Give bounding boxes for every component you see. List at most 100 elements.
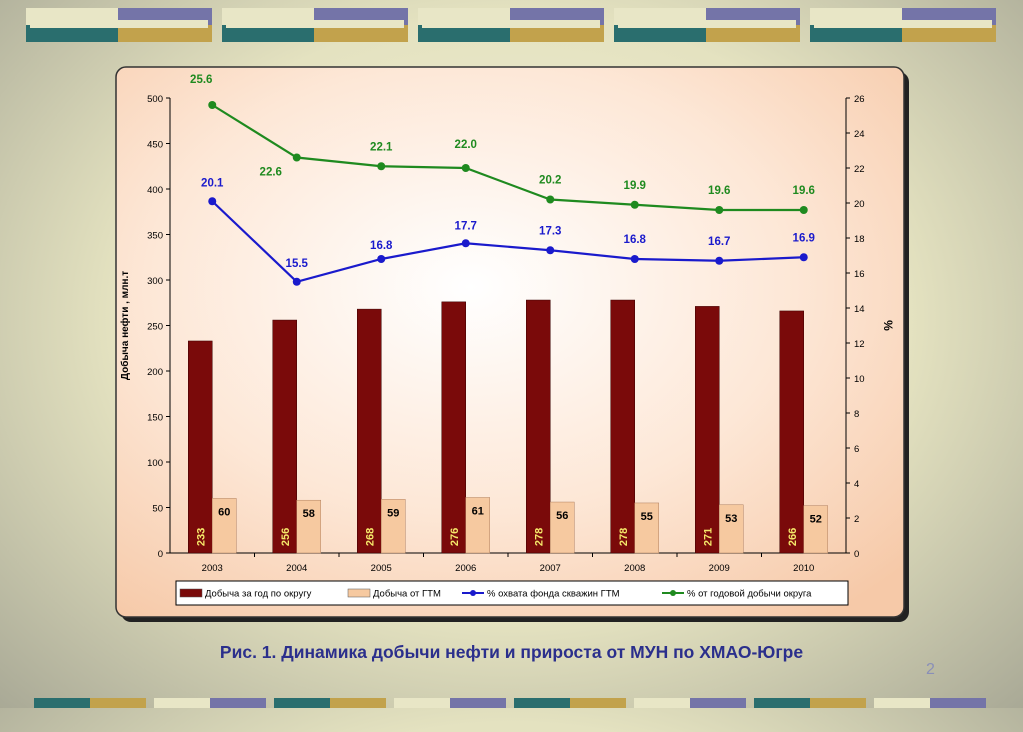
decoration-tile <box>226 20 404 28</box>
decoration-block <box>614 8 810 42</box>
share-label: 19.6 <box>708 185 730 197</box>
decoration-tile <box>330 698 386 708</box>
share-point <box>546 195 555 204</box>
decoration-tile <box>570 698 626 708</box>
y-tick-label: 50 <box>152 504 163 515</box>
x-tick-label: 2005 <box>371 563 392 574</box>
decoration-tile <box>754 698 810 708</box>
bar-total <box>272 319 297 554</box>
decoration-tile <box>810 25 902 42</box>
legend-swatch-marker <box>670 590 676 596</box>
legend-label: % от годовой добычи округа <box>687 589 812 600</box>
coverage-label: 16.9 <box>793 232 815 244</box>
bar-total-label: 268 <box>364 528 376 546</box>
bar-gtm-label: 61 <box>472 505 484 517</box>
bar-gtm-label: 56 <box>556 510 568 522</box>
legend-swatch-marker <box>470 590 476 596</box>
decoration-tile <box>26 25 118 42</box>
coverage-point <box>377 255 386 263</box>
coverage-label: 20.1 <box>201 177 224 189</box>
decoration-tile <box>90 698 146 708</box>
bar-total-label: 278 <box>618 528 630 546</box>
bar-total-label: 271 <box>702 528 714 546</box>
y2-tick-label: 26 <box>854 94 865 105</box>
share-label: 19.6 <box>793 185 815 197</box>
coverage-point <box>292 277 301 286</box>
coverage-label: 16.8 <box>370 240 393 252</box>
share-point <box>292 153 301 162</box>
share-point <box>799 206 808 214</box>
y2-tick-label: 8 <box>854 409 859 420</box>
coverage-point <box>208 197 217 206</box>
page-number: 2 <box>926 661 935 678</box>
coverage-label: 17.3 <box>539 225 561 237</box>
decoration-tile <box>154 698 210 708</box>
decoration-block <box>874 698 992 732</box>
bar-gtm-label: 52 <box>810 514 822 526</box>
decoration-tile <box>422 20 600 28</box>
decoration-tile <box>274 698 330 708</box>
decoration-block <box>222 8 418 42</box>
decoration-tile <box>614 25 706 42</box>
share-point <box>461 164 470 172</box>
y2-axis-title: % <box>881 320 895 331</box>
decoration-block <box>634 698 752 732</box>
decoration-block <box>810 8 1006 42</box>
x-tick-label: 2006 <box>455 563 476 574</box>
y2-tick-label: 18 <box>854 234 865 245</box>
x-tick-label: 2004 <box>286 563 307 574</box>
bar-total <box>357 308 382 554</box>
x-tick-label: 2010 <box>793 563 814 574</box>
decoration-tile <box>930 698 986 708</box>
decoration-tile <box>314 25 408 42</box>
decoration-tile <box>814 20 992 28</box>
legend-swatch <box>347 588 371 598</box>
y2-tick-label: 4 <box>854 479 859 490</box>
y2-tick-label: 14 <box>854 304 865 315</box>
coverage-point <box>546 246 555 255</box>
x-tick-label: 2007 <box>540 563 561 574</box>
y2-tick-label: 20 <box>854 199 865 210</box>
decoration-tile <box>810 698 866 708</box>
y-tick-label: 100 <box>147 458 163 469</box>
bar-gtm <box>212 498 237 554</box>
coverage-line <box>211 200 804 283</box>
decoration-tile <box>222 25 314 42</box>
bar-total-label: 256 <box>280 528 292 546</box>
bar-total <box>526 299 551 554</box>
decoration-tile <box>394 698 450 708</box>
bar-gtm <box>719 504 744 554</box>
y-axis-title: Добыча нефти , млн.т <box>119 271 131 380</box>
share-point <box>208 101 217 109</box>
decoration-block <box>514 698 632 732</box>
bar-gtm <box>550 501 575 554</box>
share-point <box>377 162 386 171</box>
decoration-block <box>274 698 392 732</box>
decoration-block <box>394 698 512 732</box>
decoration-tile <box>418 25 510 42</box>
y2-tick-label: 16 <box>854 269 865 280</box>
y2-tick-label: 24 <box>854 129 865 140</box>
share-label: 19.9 <box>624 180 646 192</box>
y-tick-label: 250 <box>147 322 163 333</box>
decoration-tile <box>690 698 746 708</box>
y2-tick-label: 2 <box>854 514 859 525</box>
chart: 0501001502002503003504004505000246810121… <box>115 66 909 622</box>
coverage-label: 15.5 <box>286 258 309 270</box>
bar-gtm <box>634 502 659 554</box>
decoration-tile <box>874 698 930 708</box>
y-tick-label: 400 <box>147 185 163 196</box>
coverage-label: 16.7 <box>708 236 730 248</box>
bar-total <box>441 301 466 554</box>
y2-tick-label: 22 <box>854 164 865 175</box>
y-tick-label: 450 <box>147 140 163 151</box>
bar-gtm-label: 59 <box>387 507 399 519</box>
decoration-tile <box>210 698 266 708</box>
bar-total <box>695 306 720 554</box>
bar-gtm <box>465 497 490 554</box>
coverage-point <box>715 256 724 265</box>
bar-total-label: 276 <box>449 528 461 546</box>
decoration-tile <box>118 25 212 42</box>
share-label: 22.1 <box>370 141 393 153</box>
coverage-point <box>799 253 808 262</box>
